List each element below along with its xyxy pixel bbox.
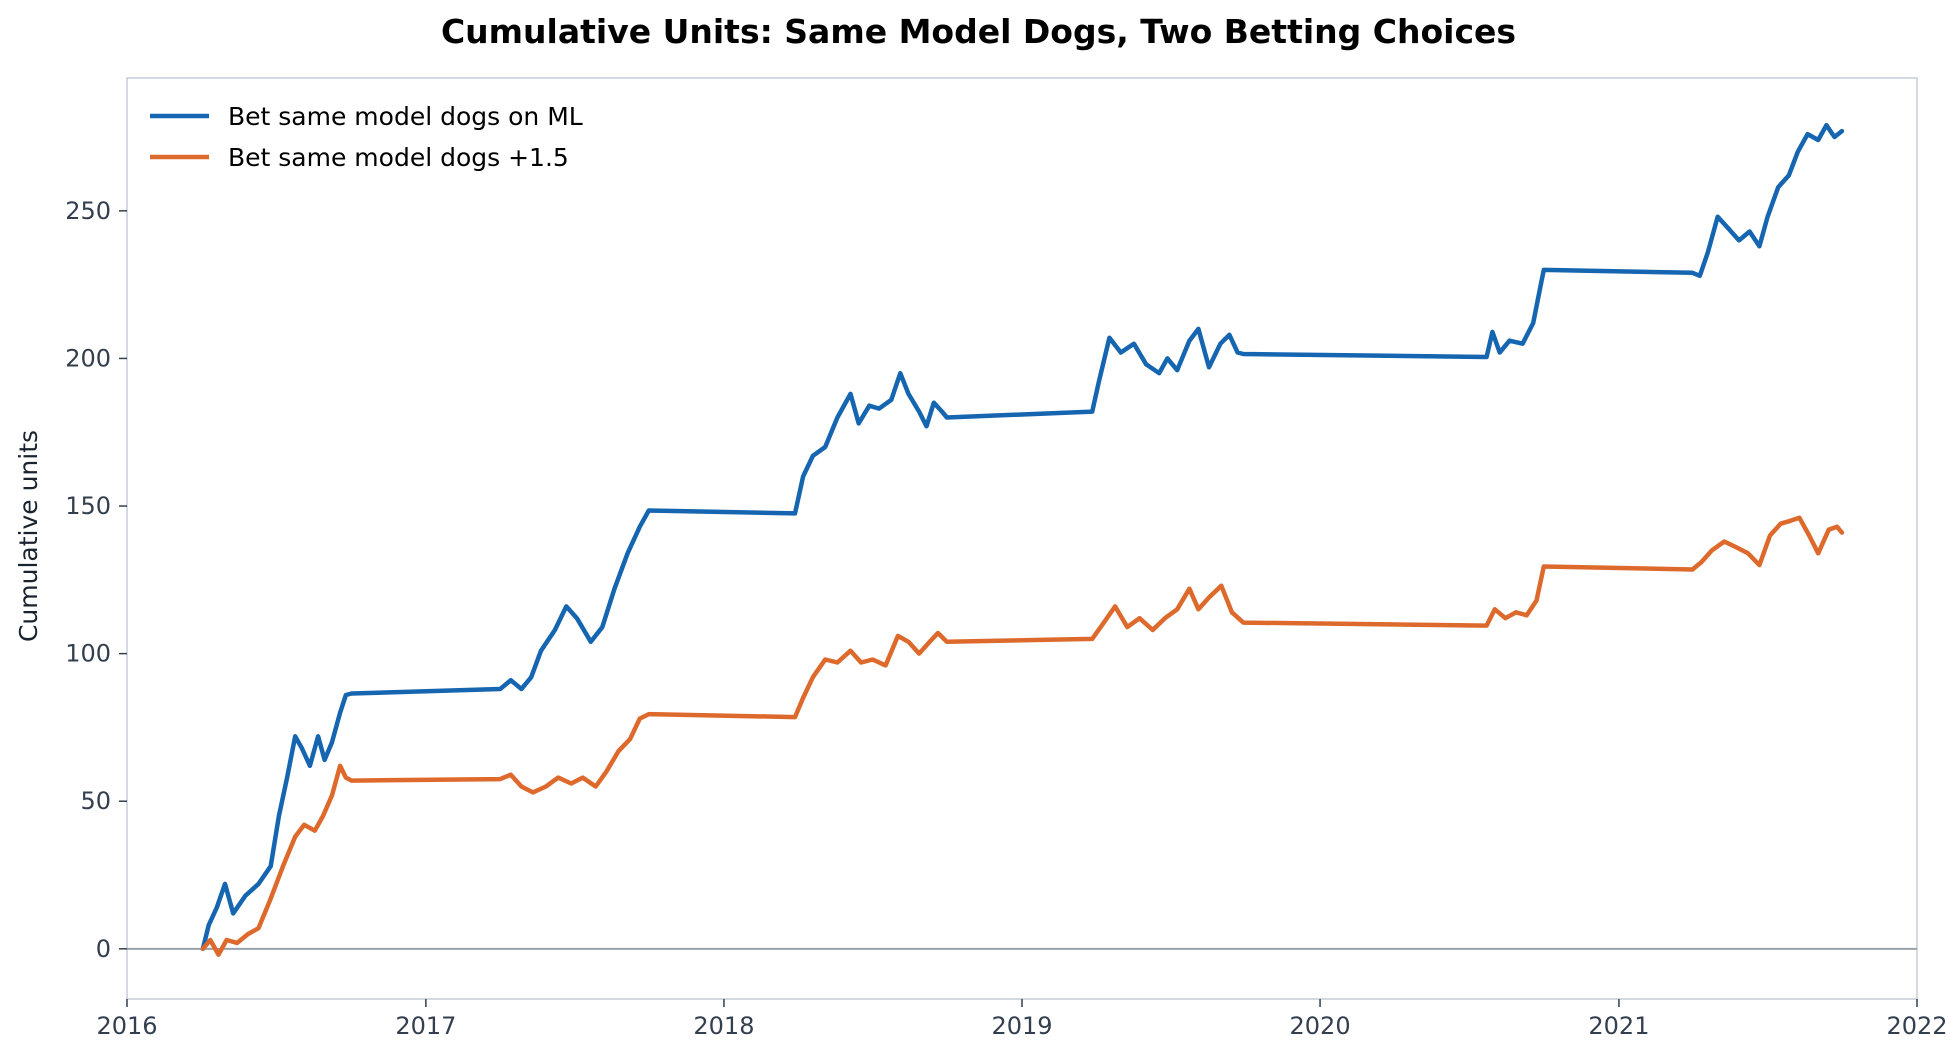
y-tick-label: 100 <box>65 640 111 668</box>
y-tick-label: 250 <box>65 197 111 225</box>
x-tick-label: 2016 <box>96 1012 157 1040</box>
series-line-ml <box>200 122 1845 952</box>
y-axis: 0 50 100 150 200 250 <box>65 197 127 963</box>
y-tick-label: 150 <box>65 492 111 520</box>
legend: Bet same model dogs on ML Bet same model… <box>150 102 583 172</box>
x-tick-label: 2020 <box>1290 1012 1351 1040</box>
x-tick-label: 2018 <box>693 1012 754 1040</box>
x-tick-label: 2017 <box>395 1012 456 1040</box>
y-tick-label: 200 <box>65 344 111 372</box>
legend-label-ml: Bet same model dogs on ML <box>228 102 583 131</box>
y-tick-label: 0 <box>96 935 111 963</box>
y-tick-label: 50 <box>80 787 111 815</box>
x-tick-label: 2022 <box>1886 1012 1947 1040</box>
series-layer <box>200 122 1845 957</box>
x-axis: 2016 2017 2018 2019 2020 2021 2022 <box>96 999 1948 1040</box>
y-axis-label: Cumulative units <box>14 430 43 642</box>
x-tick-label: 2021 <box>1588 1012 1649 1040</box>
x-tick-label: 2019 <box>991 1012 1052 1040</box>
series-line-runline <box>200 515 1845 957</box>
chart-title: Cumulative Units: Same Model Dogs, Two B… <box>441 12 1516 51</box>
legend-label-runline: Bet same model dogs +1.5 <box>228 143 569 172</box>
